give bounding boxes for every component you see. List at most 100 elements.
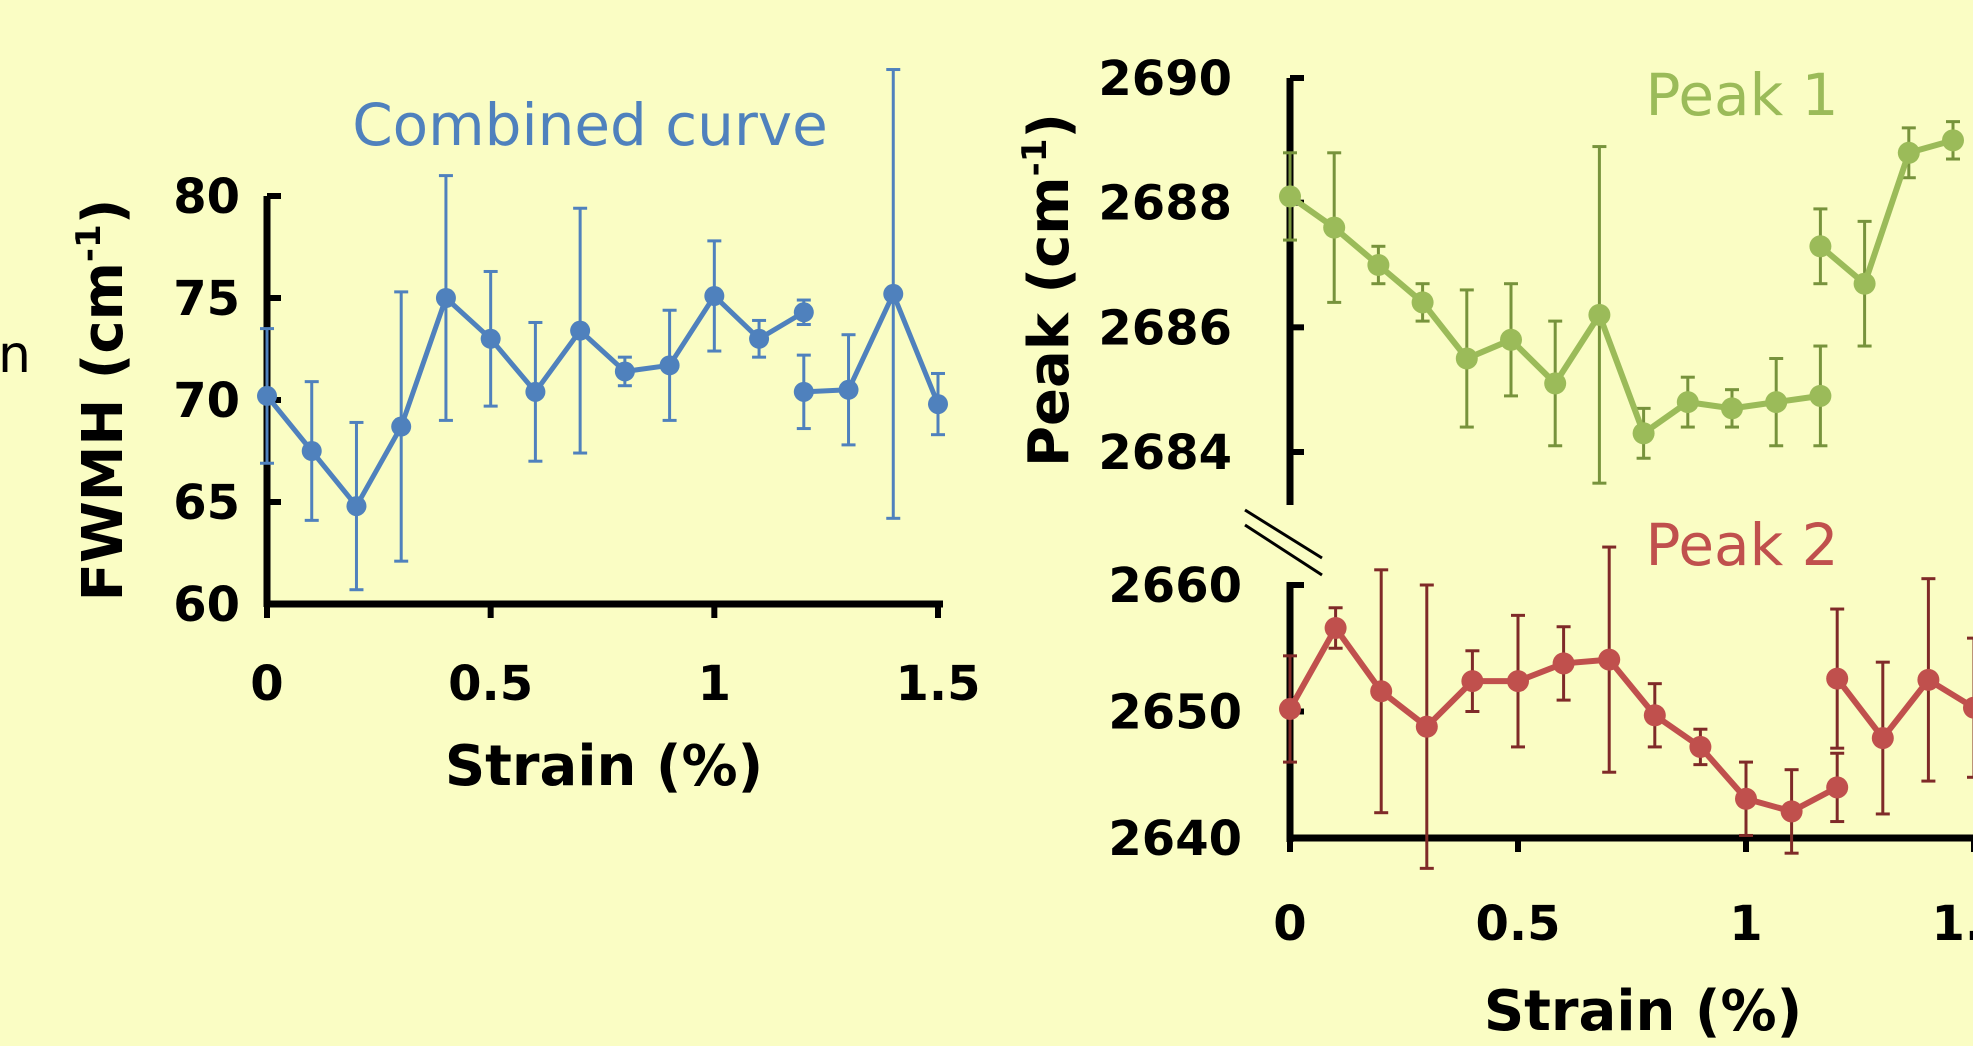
data-point: [1826, 776, 1849, 799]
data-point: [1279, 697, 1301, 720]
data-point: [1871, 727, 1894, 750]
x-tick-label: 0.5: [1475, 896, 1560, 952]
data-point: [793, 302, 814, 323]
data-point: [1323, 216, 1346, 239]
y-tick-label: 75: [173, 271, 240, 327]
y-ticks: 2684 2686 2688 2690: [1098, 51, 1304, 481]
data-point: [614, 361, 635, 382]
data-point: [1598, 648, 1621, 671]
y-ticks: 60 65 70 75 80: [173, 169, 281, 633]
chart-title: Combined curve: [352, 91, 828, 159]
data-point: [1588, 303, 1611, 326]
x-axis-title: Strain (%): [1484, 979, 1802, 1044]
chart-title: Peak 1: [1645, 61, 1838, 129]
data-point: [1676, 391, 1699, 414]
series-lines: [265, 291, 941, 509]
y-axis-title: FWMH (cm-1): [69, 199, 136, 602]
data-point: [1826, 667, 1849, 690]
axis-break-mark: [1244, 523, 1323, 577]
series-points: [1279, 129, 1964, 445]
x-tick-label: 1: [698, 656, 731, 712]
data-point: [1552, 652, 1575, 675]
error-bars: [1283, 120, 1960, 485]
data-point: [1809, 384, 1832, 407]
data-point: [570, 320, 591, 341]
y-tick-label: 2650: [1108, 685, 1242, 741]
y-tick-label: 65: [173, 475, 240, 531]
data-point: [1461, 670, 1484, 693]
series-lines: [1288, 137, 1954, 437]
data-point: [1897, 141, 1920, 164]
y-axis-title: Peak (cm-1): [1015, 113, 1082, 467]
data-point: [1279, 185, 1301, 208]
data-point: [1917, 668, 1940, 691]
data-point: [1415, 715, 1438, 738]
data-point: [1643, 704, 1666, 727]
data-point: [928, 394, 948, 415]
axis-break-mark: [1244, 508, 1323, 560]
data-point: [1963, 696, 1973, 719]
x-tick-label: 1: [1729, 896, 1762, 952]
data-point: [301, 441, 322, 461]
y-tick-label: 70: [173, 373, 240, 429]
series-points: [257, 283, 948, 517]
data-point: [1780, 800, 1803, 823]
data-point: [704, 285, 725, 306]
x-ticks: 0 0.5 1 1.5: [1273, 838, 1973, 952]
data-point: [257, 385, 277, 406]
data-point: [1721, 397, 1743, 420]
data-point: [1367, 254, 1390, 276]
x-tick-label: 1.5: [1931, 896, 1973, 952]
peak-2-chart: Peak 2 Strain (%) 2640 2650 2660 0 0.5 1 1.5: [1108, 511, 1973, 1044]
data-point: [1500, 328, 1522, 351]
x-axis-title: Strain (%): [445, 734, 763, 799]
data-point: [1455, 347, 1478, 370]
series-line: [1834, 676, 1973, 742]
x-tick-label: 0: [250, 656, 283, 712]
data-point: [525, 381, 546, 402]
data-point: [1809, 235, 1832, 258]
y-ticks: 2640 2650 2660: [1108, 558, 1304, 867]
x-tick-label: 0.5: [448, 656, 533, 712]
data-point: [838, 379, 859, 400]
data-point: [659, 355, 680, 376]
y-tick-label: 2688: [1098, 176, 1232, 232]
data-point: [346, 496, 367, 517]
edge-text: n: [0, 325, 31, 385]
combined-curve-chart: Combined curve Strain (%) FWMH (cm-1) 60…: [69, 68, 981, 799]
peak-1-chart: Peak 1 Peak (cm-1) 2684 2686 2688 2690: [1015, 51, 1964, 505]
y-tick-label: 2684: [1098, 425, 1232, 481]
x-tick-label: 1.5: [895, 656, 980, 712]
data-point: [1689, 735, 1712, 758]
data-point: [1544, 372, 1567, 395]
y-tick-label: 2690: [1098, 51, 1232, 107]
data-point: [1324, 617, 1347, 640]
error-bars: [1283, 545, 1973, 870]
series-points: [1279, 617, 1973, 823]
data-point: [1735, 787, 1757, 810]
series-lines: [1287, 625, 1973, 815]
data-point: [793, 381, 814, 402]
series-line: [803, 291, 941, 406]
data-point: [1632, 422, 1655, 445]
series-line: [1818, 137, 1954, 287]
data-point: [1942, 129, 1964, 152]
data-point: [1765, 391, 1788, 414]
data-point: [883, 283, 904, 304]
data-point: [749, 328, 770, 349]
y-tick-label: 2640: [1108, 811, 1242, 867]
x-ticks: 0 0.5 1 1.5: [250, 604, 981, 712]
data-point: [391, 416, 412, 437]
data-point: [1853, 272, 1876, 295]
y-tick-label: 2686: [1098, 300, 1232, 356]
data-point: [480, 328, 501, 349]
data-point: [1370, 680, 1393, 703]
y-tick-label: 2660: [1108, 558, 1242, 614]
chart-title: Peak 2: [1645, 511, 1838, 579]
x-tick-label: 0: [1273, 896, 1306, 952]
y-tick-label: 60: [173, 577, 240, 633]
data-point: [435, 288, 456, 308]
data-point: [1411, 291, 1434, 314]
y-tick-label: 80: [173, 169, 240, 225]
